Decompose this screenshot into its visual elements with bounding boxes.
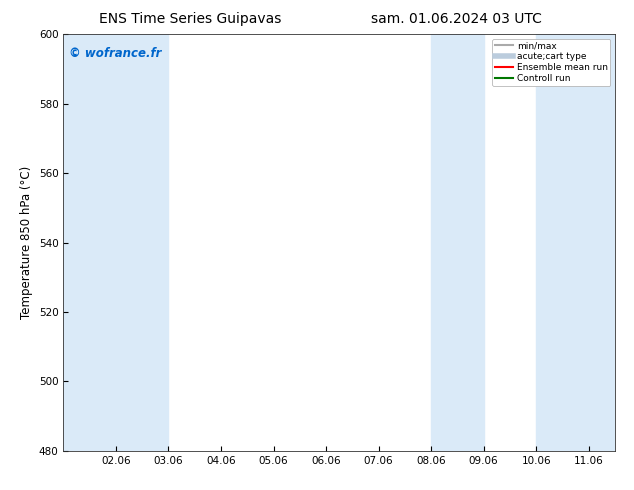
Y-axis label: Temperature 850 hPa (°C): Temperature 850 hPa (°C) bbox=[20, 166, 33, 319]
Text: © wofrance.fr: © wofrance.fr bbox=[69, 47, 161, 60]
Legend: min/max, acute;cart type, Ensemble mean run, Controll run: min/max, acute;cart type, Ensemble mean … bbox=[493, 39, 611, 86]
Text: sam. 01.06.2024 03 UTC: sam. 01.06.2024 03 UTC bbox=[371, 12, 542, 26]
Bar bbox=[63, 34, 169, 451]
Text: ENS Time Series Guipavas: ENS Time Series Guipavas bbox=[99, 12, 281, 26]
Bar bbox=[536, 34, 615, 451]
Bar bbox=[431, 34, 484, 451]
